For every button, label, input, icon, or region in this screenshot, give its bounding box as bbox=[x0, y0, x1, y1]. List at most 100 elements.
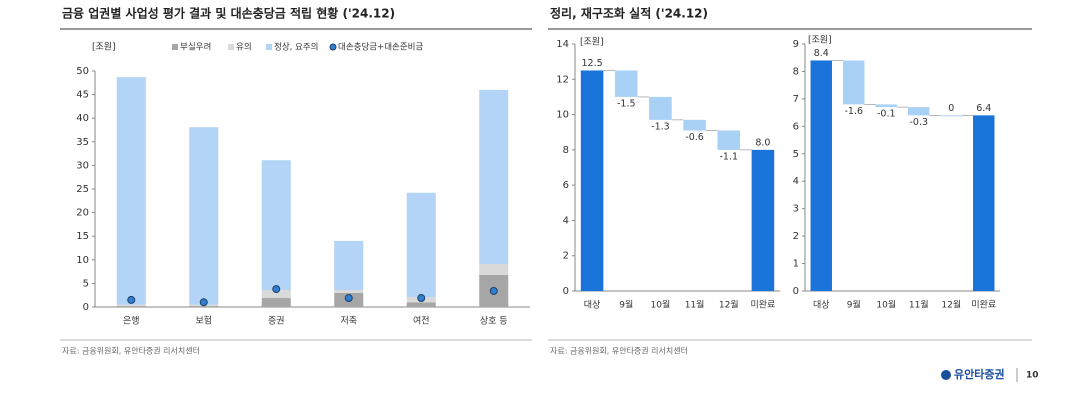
value-label: 6.4 bbox=[976, 103, 991, 114]
y-tick-label: 0 bbox=[83, 302, 89, 313]
x-tick-label: 11월 bbox=[909, 299, 929, 311]
y-tick-label: 0 bbox=[793, 286, 799, 297]
dot bbox=[127, 295, 136, 304]
legend-swatch bbox=[172, 44, 178, 50]
total-bar bbox=[580, 70, 604, 291]
change-bar bbox=[875, 104, 897, 108]
dot bbox=[417, 294, 426, 303]
value-label: -1.3 bbox=[651, 121, 670, 132]
y-tick-label: 5 bbox=[793, 149, 799, 160]
bar-segment bbox=[261, 290, 291, 299]
value-label: 8.4 bbox=[814, 48, 829, 59]
dot bbox=[272, 285, 281, 294]
total-bar bbox=[810, 60, 832, 291]
bar-segment bbox=[334, 240, 364, 291]
change-bar bbox=[683, 119, 706, 131]
x-tick-label: 9월 bbox=[847, 299, 861, 311]
value-label: -0.6 bbox=[685, 132, 704, 143]
y-tick-label: 4 bbox=[793, 176, 799, 187]
rule bbox=[60, 28, 532, 30]
change-bar bbox=[614, 70, 638, 97]
bar-segment bbox=[261, 298, 291, 307]
x-tick-label: 11월 bbox=[685, 299, 705, 311]
bar-segment bbox=[116, 304, 146, 307]
legend-label: 정상, 요주의 bbox=[274, 42, 319, 53]
y-tick-label: 0 bbox=[563, 286, 569, 297]
bar-segment bbox=[334, 290, 364, 293]
x-tick-label: 증권 bbox=[268, 315, 285, 327]
value-label: -1.6 bbox=[844, 106, 863, 117]
y-tick-label: 40 bbox=[76, 113, 89, 124]
legend-label: 대손충당금+대손준비금 bbox=[338, 42, 424, 53]
value-label: -1.5 bbox=[617, 98, 636, 109]
x-tick-label: 저축 bbox=[340, 316, 357, 327]
x-tick-label: 여전 bbox=[413, 315, 430, 327]
value-label: -1.1 bbox=[719, 151, 738, 162]
y-tick-label: 14 bbox=[556, 39, 569, 50]
x-tick-label: 대상 bbox=[813, 300, 830, 311]
bar-segment bbox=[406, 192, 436, 298]
change-bar bbox=[843, 60, 865, 105]
section-title: 정리, 재구조화 실적 ('24.12) bbox=[550, 6, 708, 21]
y-tick-label: 30 bbox=[76, 160, 89, 171]
y-tick-label: 6 bbox=[563, 180, 569, 191]
value-label: 8.0 bbox=[755, 137, 770, 148]
value-label: 0 bbox=[948, 103, 954, 114]
logo-icon bbox=[941, 370, 951, 380]
x-tick-label: 10월 bbox=[651, 299, 671, 311]
value-label: 12.5 bbox=[582, 58, 603, 69]
x-tick-label: 미완료 bbox=[750, 300, 775, 311]
dot bbox=[489, 286, 498, 295]
change-bar bbox=[940, 115, 962, 117]
y-tick-label: 50 bbox=[76, 66, 89, 77]
x-tick-label: 보험 bbox=[195, 316, 212, 327]
legend-label: 유의 bbox=[236, 42, 252, 53]
y-tick-label: 7 bbox=[793, 94, 799, 105]
change-bar bbox=[649, 96, 672, 120]
change-bar bbox=[717, 130, 741, 150]
x-tick-label: 12월 bbox=[941, 299, 961, 311]
y-tick-label: 45 bbox=[76, 90, 89, 101]
x-tick-label: 은행 bbox=[123, 315, 140, 327]
total-bar bbox=[973, 115, 995, 291]
unit-label: [조원] bbox=[580, 37, 604, 48]
y-tick-label: 9 bbox=[793, 39, 799, 50]
rule bbox=[548, 28, 1032, 30]
y-tick-label: 15 bbox=[76, 231, 89, 242]
section-title: 금융 업권별 사업성 평가 결과 및 대손충당금 적립 현황 ('24.12) bbox=[62, 6, 395, 21]
y-tick-label: 8 bbox=[793, 66, 799, 77]
total-bar bbox=[751, 149, 775, 291]
bar-segment bbox=[116, 77, 146, 305]
value-label: -0.3 bbox=[909, 117, 928, 128]
logo: 유안타증권 bbox=[954, 367, 1005, 381]
bar-segment bbox=[116, 306, 146, 307]
bar-segment bbox=[189, 127, 219, 305]
x-tick-label: 상호 등 bbox=[480, 316, 508, 327]
source: 자료: 금융위원회, 유안타증권 리서치센터 bbox=[62, 346, 200, 356]
bar-segment bbox=[261, 160, 291, 291]
y-tick-label: 5 bbox=[83, 278, 89, 289]
bar-segment bbox=[479, 89, 509, 265]
legend-swatch bbox=[329, 43, 337, 51]
x-tick-label: 미완료 bbox=[971, 300, 996, 311]
y-tick-label: 12 bbox=[556, 74, 569, 85]
unit-label: [조원] bbox=[92, 42, 116, 53]
y-tick-label: 20 bbox=[76, 208, 89, 219]
x-tick-label: 10월 bbox=[876, 299, 896, 311]
x-tick-label: 12월 bbox=[719, 299, 739, 311]
bar-segment bbox=[479, 264, 509, 275]
y-tick-label: 25 bbox=[76, 184, 89, 195]
y-tick-label: 8 bbox=[563, 145, 569, 156]
legend-swatch bbox=[266, 44, 272, 50]
unit-label: [조원] bbox=[808, 35, 832, 46]
legend-swatch bbox=[228, 44, 234, 50]
y-tick-label: 10 bbox=[76, 255, 89, 266]
legend-label: 부실우려 bbox=[180, 42, 211, 53]
dot bbox=[199, 298, 208, 307]
x-tick-label: 대상 bbox=[584, 300, 601, 311]
change-bar bbox=[908, 107, 930, 116]
y-tick-label: 10 bbox=[556, 110, 569, 121]
bar-segment bbox=[189, 306, 219, 307]
value-label: -0.1 bbox=[877, 109, 896, 120]
